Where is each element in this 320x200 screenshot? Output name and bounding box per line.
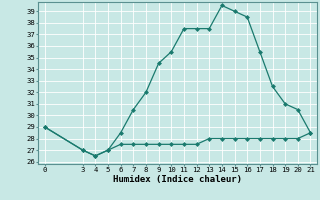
X-axis label: Humidex (Indice chaleur): Humidex (Indice chaleur) [113, 175, 242, 184]
